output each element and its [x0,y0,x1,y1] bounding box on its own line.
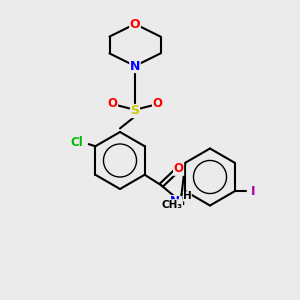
Text: I: I [250,185,255,198]
Text: O: O [174,162,184,175]
Text: Cl: Cl [70,136,83,149]
Text: H: H [177,197,185,207]
Text: N: N [130,59,140,73]
Text: O: O [130,17,140,31]
Text: CH₃: CH₃ [161,200,182,210]
Text: O: O [152,97,163,110]
Text: N: N [170,195,180,208]
Text: O: O [107,97,118,110]
Text: H: H [183,191,192,201]
Text: S: S [130,104,140,118]
